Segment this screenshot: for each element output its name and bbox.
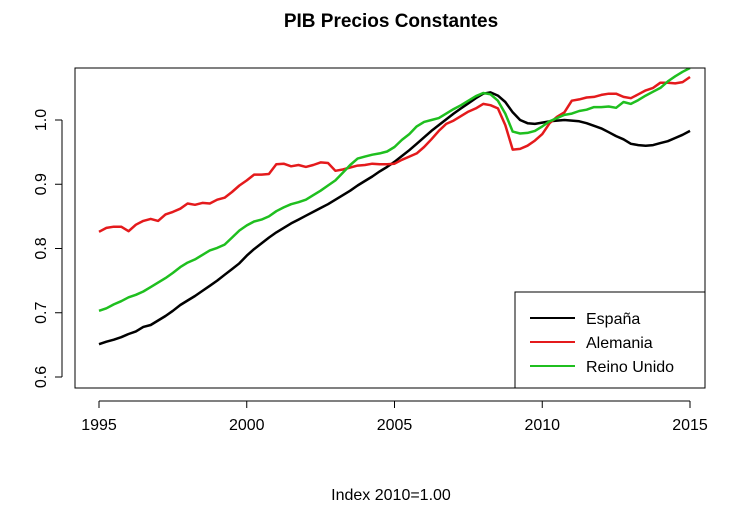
series-line-reino-unido bbox=[98, 68, 691, 312]
plot-frame bbox=[74, 67, 706, 389]
series-layer bbox=[98, 68, 691, 346]
legend-box bbox=[514, 291, 706, 389]
y-tick-label: 0.7 bbox=[33, 302, 50, 324]
y-tick-label: 0.6 bbox=[33, 366, 50, 388]
legend-label: Reino Unido bbox=[586, 359, 674, 376]
y-axis: 0.6 0.7 0.8 0.9 1.0 bbox=[33, 109, 63, 388]
x-tick-label: 2010 bbox=[524, 417, 560, 434]
chart-title: PIB Precios Constantes bbox=[284, 11, 498, 32]
y-tick-label: 1.0 bbox=[33, 109, 50, 131]
y-tick-label: 0.9 bbox=[33, 173, 50, 195]
legend-label: España bbox=[586, 311, 640, 328]
legend: España Alemania Reino Unido bbox=[514, 291, 706, 389]
legend-label: Alemania bbox=[586, 335, 653, 352]
x-tick-label: 2005 bbox=[377, 417, 413, 434]
series-line-alemania bbox=[98, 75, 691, 233]
x-axis: 1995 2000 2005 2010 2015 bbox=[81, 400, 708, 434]
x-tick-label: 1995 bbox=[81, 417, 117, 434]
series-line-espana bbox=[98, 91, 691, 346]
x-tick-label: 2000 bbox=[229, 417, 265, 434]
x-axis-label: Index 2010=1.00 bbox=[331, 487, 451, 504]
x-tick-label: 2015 bbox=[672, 417, 708, 434]
y-tick-label: 0.8 bbox=[33, 237, 50, 259]
